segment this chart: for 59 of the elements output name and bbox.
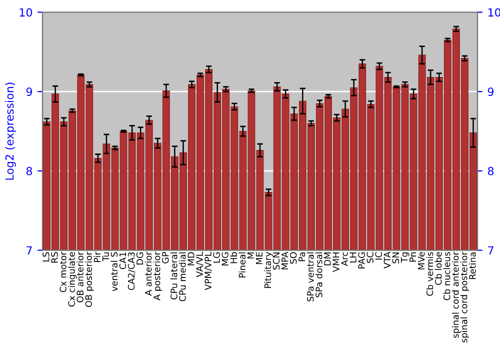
x-tick-label: Cb vermis bbox=[426, 252, 434, 296]
x-tick-label: CA1 bbox=[119, 252, 126, 270]
x-tick-label: Pn bbox=[410, 252, 416, 262]
y2-tick-label: 9 bbox=[488, 88, 494, 96]
x-tick-label: Pineal bbox=[238, 252, 246, 278]
x-tick-label: M bbox=[247, 252, 254, 258]
x-tick-label: Hb bbox=[230, 252, 237, 264]
x-tick-label: VPM/VPL bbox=[204, 252, 212, 290]
y-tick-label: 8 bbox=[26, 166, 32, 176]
x-tick-label: MD bbox=[188, 252, 194, 266]
x-tick-label: spinal cord posterior bbox=[460, 252, 470, 342]
x-tick-label: SCN bbox=[272, 252, 280, 270]
x-tick-label: A posterior bbox=[153, 252, 162, 300]
x-tick-label: Arc bbox=[341, 252, 348, 266]
x-tick-label: ME bbox=[256, 252, 262, 264]
x-tick-label: MVe bbox=[418, 252, 425, 270]
x-tick-label: A anterior bbox=[144, 252, 152, 296]
y-axis-title: Log2 (expression) bbox=[5, 82, 16, 180]
x-tick-label: Cb nucleus bbox=[443, 252, 450, 300]
x-tick-label: LG bbox=[213, 252, 220, 263]
x-tick-label: Cx cingulate bbox=[68, 252, 77, 307]
x-tick-label: Retina bbox=[468, 252, 476, 280]
x-tick-label: SPa ventral bbox=[306, 252, 314, 302]
x-tick-label: SO bbox=[290, 252, 297, 264]
y-tick-label: 9 bbox=[26, 88, 32, 96]
x-tick-label: PAG bbox=[358, 252, 365, 268]
x-tick-label: Pa bbox=[298, 252, 306, 262]
x-tick-label: SPa dorsal bbox=[315, 252, 322, 298]
x-tick-label: DG bbox=[136, 252, 144, 264]
x-tick-label: MG bbox=[222, 252, 228, 266]
x-tick-label: Cb lobe bbox=[434, 252, 442, 285]
x-tick-label: Pir bbox=[94, 252, 100, 262]
x-tick-label: CPu medial bbox=[178, 252, 186, 302]
x-tick-label: LH bbox=[350, 252, 356, 262]
x-tick-label: VMH bbox=[332, 252, 340, 272]
x-tick-label: Tu bbox=[102, 252, 110, 262]
x-tick-label: ventral S bbox=[110, 252, 118, 292]
x-tick-label: spinal cord anterior bbox=[452, 252, 460, 338]
x-tick-label: Tg bbox=[400, 252, 410, 263]
x-tick-label: MPA bbox=[282, 252, 288, 270]
x-tick-label: OB anterior bbox=[76, 252, 84, 302]
x-tick-label: VTA bbox=[384, 252, 390, 268]
x-tick-label: SC bbox=[366, 252, 374, 263]
y-tick-label: 7 bbox=[26, 246, 32, 254]
x-tick-label: LS bbox=[42, 252, 50, 262]
y2-tick-label: 7 bbox=[488, 246, 494, 254]
x-tick-label: RS bbox=[51, 252, 58, 263]
x-tick-label: GP bbox=[162, 252, 169, 264]
x-tick-label: Pituitary bbox=[264, 252, 273, 288]
y-tick-label: 10 bbox=[20, 8, 32, 17]
x-tick-label: CPu lateral bbox=[170, 252, 178, 300]
x-tick-label: Cx motor bbox=[60, 252, 66, 292]
x-tick-label: SN bbox=[392, 252, 400, 264]
x-tick-label: IC bbox=[375, 252, 382, 260]
x-tick-label: VA/VL bbox=[196, 252, 204, 278]
x-tick-label: CA2/CA3 bbox=[128, 252, 136, 290]
x-tick-label: OB posterior bbox=[85, 252, 94, 307]
y2-tick-label: 8 bbox=[488, 166, 494, 176]
x-tick-label: DM bbox=[324, 252, 331, 266]
